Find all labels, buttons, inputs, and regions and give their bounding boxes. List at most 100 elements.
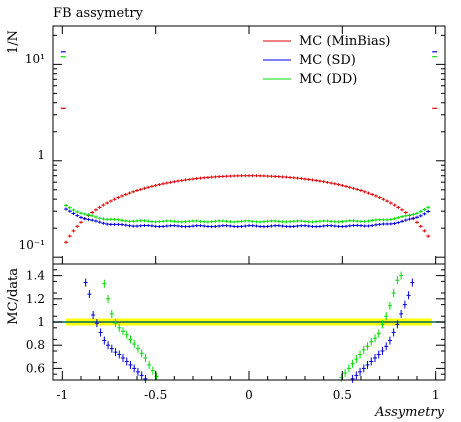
point-mc-dd — [310, 220, 315, 224]
ratio-point-mc-sd — [102, 336, 107, 345]
point-mc-sd — [280, 224, 285, 228]
ratio-point-mc-sd — [98, 328, 103, 337]
point-mc-dd — [108, 217, 113, 221]
point-mc-minbias — [392, 203, 397, 207]
point-mc-dd — [303, 219, 307, 223]
point-mc-dd — [86, 213, 91, 217]
point-mc-dd — [351, 219, 356, 223]
point-mc-sd — [388, 222, 393, 226]
point-mc-minbias — [340, 183, 345, 187]
point-mc-sd — [269, 224, 274, 228]
ratio-point-mc-dd — [358, 350, 363, 359]
ratio-point-mc-dd — [121, 327, 125, 336]
point-mc-sd — [392, 221, 397, 225]
point-mc-minbias — [213, 175, 218, 179]
point-mc-dd — [198, 219, 203, 223]
point-mc-dd — [314, 220, 319, 224]
x-tick-label: 0.5 — [333, 388, 352, 402]
point-mc-sd — [209, 225, 214, 229]
point-mc-sd — [366, 224, 371, 228]
point-mc-dd — [127, 219, 132, 223]
point-mc-minbias — [157, 183, 162, 187]
point-mc-dd — [191, 219, 195, 223]
point-mc-dd — [426, 205, 431, 209]
point-mc-minbias — [146, 185, 151, 189]
point-mc-sd — [273, 224, 278, 228]
ratio-point-mc-dd — [399, 271, 404, 280]
ratio-y-tick-label: 0.8 — [26, 338, 45, 352]
point-mc-minbias — [101, 203, 106, 207]
point-mc-dd — [284, 220, 289, 224]
point-mc-sd — [407, 217, 412, 221]
point-mc-sd — [258, 224, 263, 228]
point-mc-sd — [202, 224, 207, 228]
point-mc-minbias — [93, 208, 98, 212]
point-mc-sd — [105, 222, 110, 226]
point-mc-sd — [403, 218, 408, 222]
point-mc-sd — [284, 224, 289, 228]
point-mc-dd — [112, 217, 117, 221]
point-mc-dd — [276, 219, 281, 223]
point-mc-minbias — [79, 220, 83, 224]
ratio-point-mc-sd — [94, 319, 99, 328]
point-mc-minbias — [381, 197, 386, 201]
point-mc-dd — [299, 219, 304, 223]
point-mc-minbias — [220, 174, 225, 178]
point-mc-dd — [329, 219, 334, 223]
bottom-series-points — [83, 271, 415, 383]
point-mc-dd — [153, 220, 158, 224]
point-mc-dd — [385, 218, 390, 222]
x-tick-label: 0 — [245, 388, 253, 402]
point-mc-minbias — [108, 199, 113, 203]
point-mc-sd — [355, 223, 360, 227]
point-mc-sd — [232, 224, 237, 228]
ratio-point-mc-dd — [346, 364, 351, 373]
point-mc-minbias — [176, 179, 181, 183]
point-mc-minbias — [269, 174, 274, 178]
point-mc-sd — [101, 221, 106, 225]
point-mc-sd — [411, 216, 416, 220]
point-mc-minbias — [385, 199, 390, 203]
point-mc-minbias — [97, 205, 102, 209]
point-mc-dd — [79, 211, 83, 215]
ratio-point-mc-dd — [380, 320, 385, 329]
point-mc-sd — [299, 224, 304, 228]
point-mc-sd — [317, 224, 322, 228]
point-mc-minbias — [90, 211, 95, 215]
point-mc-sd — [90, 218, 95, 222]
point-mc-dd — [392, 217, 397, 221]
ratio-point-mc-dd — [369, 337, 374, 346]
point-mc-dd — [396, 216, 401, 220]
point-mc-sd — [243, 224, 248, 228]
point-mc-dd — [138, 219, 143, 223]
point-mc-dd — [306, 220, 311, 224]
ratio-point-mc-sd — [106, 341, 111, 350]
ratio-point-mc-dd — [139, 349, 144, 358]
point-mc-minbias — [232, 174, 237, 178]
point-mc-dd — [164, 219, 169, 223]
ratio-point-mc-dd — [343, 369, 348, 378]
ratio-point-mc-dd — [117, 323, 122, 332]
ratio-y-tick-label: 1 — [37, 315, 45, 329]
point-mc-sd — [198, 224, 203, 228]
point-mc-dd — [325, 219, 330, 223]
point-mc-minbias — [261, 174, 266, 178]
point-mc-minbias — [172, 180, 177, 184]
point-mc-minbias — [388, 201, 393, 205]
bottom-tick-labels: 0.6 0.8 1 1.2 1.4 -1 -0.5 0 0.5 1 — [26, 269, 440, 402]
point-mc-sd — [71, 211, 76, 215]
point-mc-minbias — [284, 175, 289, 179]
ratio-point-mc-dd — [376, 329, 381, 338]
ratio-point-mc-sd — [113, 348, 118, 357]
point-mc-minbias — [131, 190, 136, 194]
point-mc-minbias — [321, 180, 326, 184]
point-mc-sd — [422, 212, 427, 216]
point-mc-sd — [149, 224, 154, 228]
point-mc-dd — [97, 216, 102, 220]
x-tick-label: -1 — [56, 388, 68, 402]
x-tick-label: -0.5 — [144, 388, 167, 402]
point-mc-minbias — [64, 240, 69, 244]
point-mc-sd — [373, 223, 378, 227]
point-mc-sd — [183, 225, 188, 229]
